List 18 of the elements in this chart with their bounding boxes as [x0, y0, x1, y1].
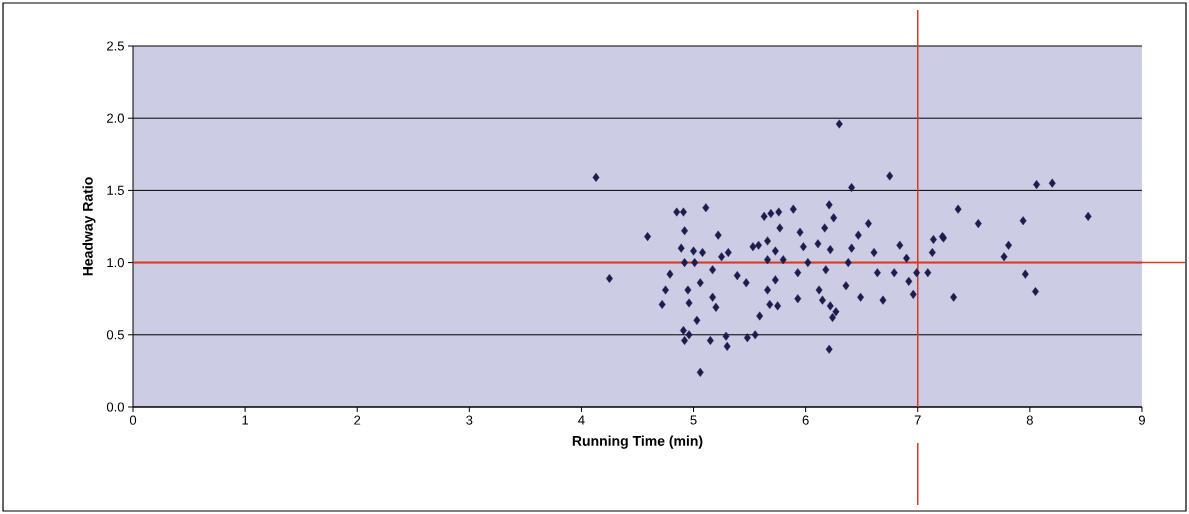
y-tick-label: 2.5	[107, 41, 124, 51]
y-tick-label: 1.5	[107, 185, 124, 195]
x-tick-label: 0	[129, 415, 137, 425]
x-tick-label: 9	[1138, 415, 1145, 425]
x-tick-label: 2	[354, 415, 361, 425]
x-axis-title: Running Time (min)	[572, 435, 703, 449]
x-tick-label: 7	[914, 415, 921, 425]
y-tick-label: 0.5	[106, 330, 124, 340]
x-tick-label: 3	[466, 415, 473, 425]
x-tick-label: 5	[690, 415, 697, 425]
x-tick-label: 6	[802, 415, 809, 425]
x-tick-label: 8	[1026, 415, 1033, 425]
y-axis-title: Headway Ratio	[82, 177, 96, 276]
x-tick-label: 4	[578, 415, 585, 425]
y-tick-label: 1.0	[107, 257, 124, 268]
y-tick-label: 2.0	[107, 113, 124, 123]
y-tick-label: 0.0	[106, 402, 124, 412]
x-tick-label: 1	[242, 415, 249, 425]
